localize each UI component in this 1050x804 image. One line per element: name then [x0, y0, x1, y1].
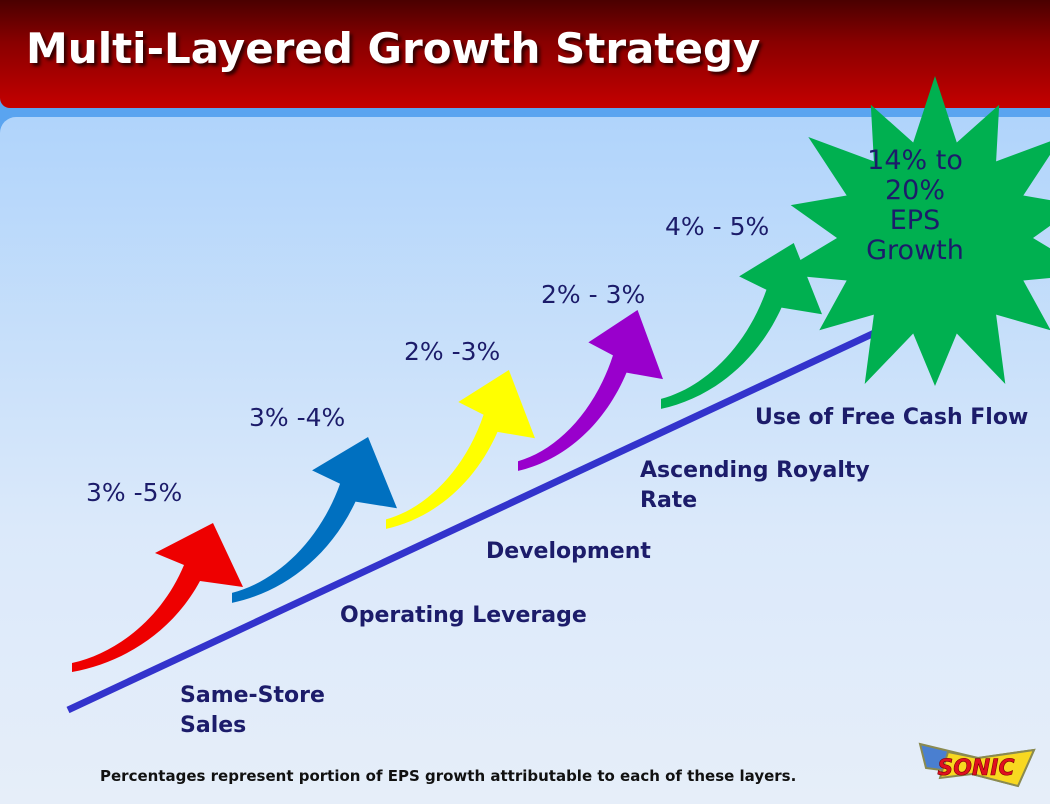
label-operating-leverage: Operating Leverage — [340, 603, 587, 628]
footnote: Percentages represent portion of EPS gro… — [100, 767, 797, 785]
total-line: 14% to — [867, 145, 963, 176]
growth-arrow — [661, 243, 822, 409]
label-same-store-sales: Same-Store Sales — [180, 681, 325, 741]
growth-line — [66, 324, 887, 714]
label-line: Rate — [640, 488, 698, 513]
growth-arrow — [386, 370, 535, 529]
label-line: Same-Store — [180, 683, 325, 708]
total-line: 20% — [884, 175, 945, 206]
growth-arrow — [72, 523, 243, 672]
sonic-logo: SONIC — [918, 742, 1036, 788]
label-free-cash-flow: Use of Free Cash Flow — [755, 405, 1029, 430]
svg-text:SONIC: SONIC — [937, 756, 1014, 781]
header-bar: Multi-Layered Growth Strategy — [0, 0, 1050, 108]
percent-royalty-rate: 2% - 3% — [541, 280, 646, 309]
eps-growth-starburst — [777, 76, 1050, 386]
percent-free-cash-flow: 4% - 5% — [665, 212, 770, 241]
label-development: Development — [486, 539, 651, 564]
label-line: Ascending Royalty — [640, 458, 870, 483]
growth-arrow — [518, 310, 663, 471]
label-ascending-royalty-rate: Ascending Royalty Rate — [640, 456, 870, 516]
eps-growth-total: 14% to 20% EPS Growth — [850, 146, 980, 266]
growth-arrow — [232, 437, 397, 603]
percent-operating-leverage: 3% -4% — [249, 403, 346, 432]
percent-development: 2% -3% — [404, 337, 501, 366]
label-line: Sales — [180, 713, 247, 738]
percent-same-store-sales: 3% -5% — [86, 478, 183, 507]
total-line: EPS — [889, 205, 941, 236]
total-line: Growth — [866, 235, 964, 266]
slide-title: Multi-Layered Growth Strategy — [26, 24, 761, 73]
